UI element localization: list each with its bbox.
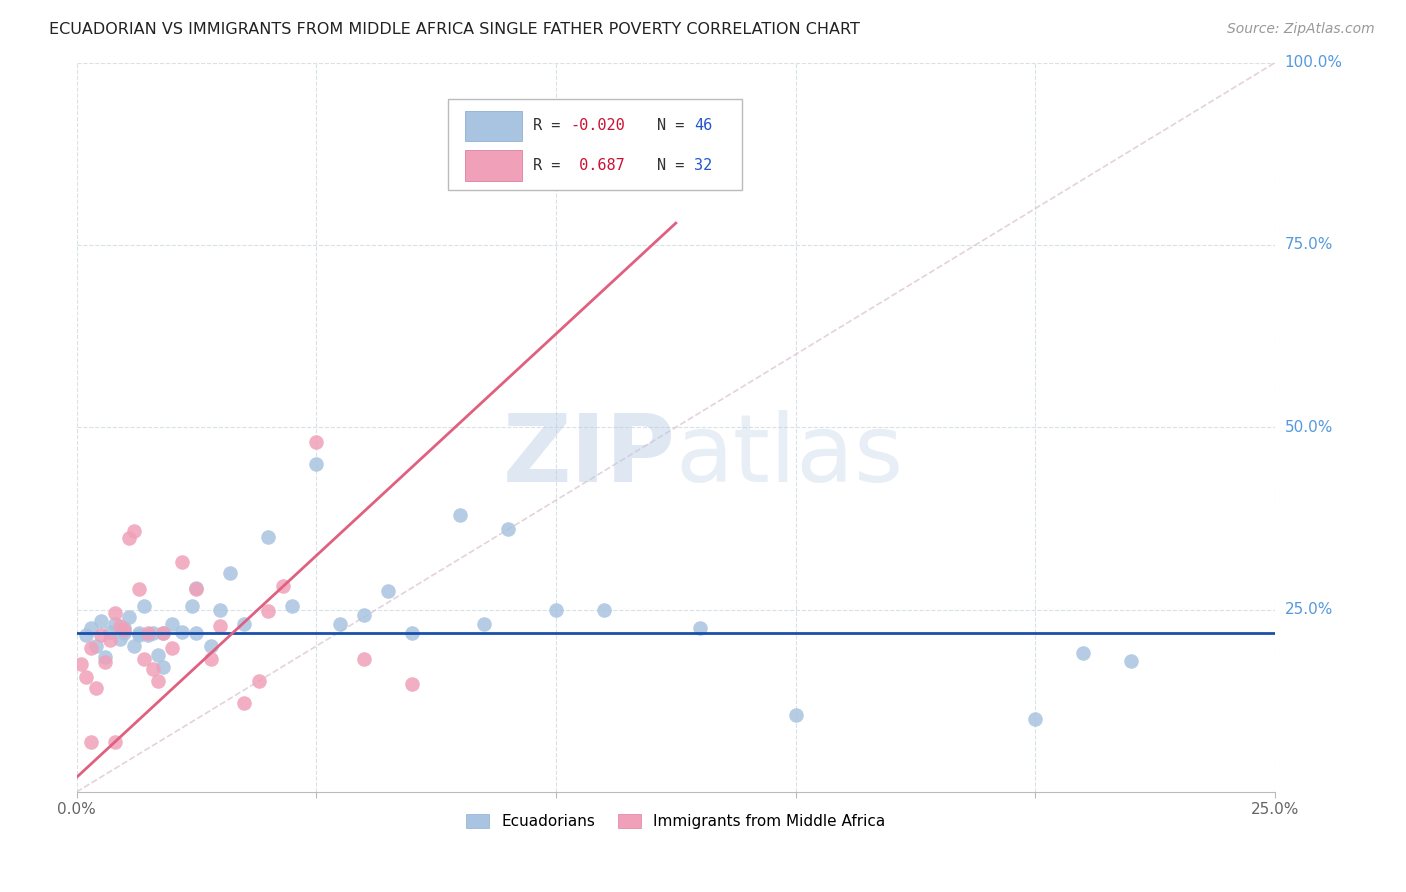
Point [104, 735, 127, 749]
Text: -0.020: -0.020 [571, 119, 626, 133]
Point [377, 584, 399, 599]
Point [233, 617, 256, 632]
Point [271, 579, 294, 593]
Point [128, 626, 150, 640]
Point [200, 639, 222, 653]
Point [186, 626, 208, 640]
Point [1024, 712, 1046, 726]
Text: 75.0%: 75.0% [1285, 237, 1333, 252]
Point [689, 621, 711, 635]
Point [75, 670, 97, 684]
Point [108, 632, 131, 646]
Point [104, 617, 127, 632]
Point [80, 735, 103, 749]
Point [132, 599, 155, 613]
Text: 25.0%: 25.0% [1285, 602, 1333, 617]
Point [94, 650, 117, 665]
Point [118, 610, 141, 624]
Point [122, 639, 145, 653]
Text: 46: 46 [693, 119, 711, 133]
Point [128, 628, 150, 642]
Point [94, 655, 117, 669]
Text: R =: R = [533, 158, 569, 173]
Point [180, 599, 202, 613]
Point [593, 602, 616, 616]
Point [152, 626, 174, 640]
Point [329, 617, 352, 632]
Legend: Ecuadorians, Immigrants from Middle Africa: Ecuadorians, Immigrants from Middle Afri… [460, 807, 891, 836]
Point [128, 582, 150, 597]
Text: 32: 32 [693, 158, 711, 173]
Point [114, 626, 136, 640]
Point [1071, 646, 1094, 660]
Point [544, 602, 567, 616]
Point [785, 708, 807, 723]
Point [142, 626, 165, 640]
Point [89, 628, 111, 642]
Point [98, 633, 121, 648]
Point [122, 524, 145, 538]
Point [152, 659, 174, 673]
Point [209, 602, 232, 616]
Point [247, 674, 270, 689]
Point [146, 674, 169, 689]
Point [472, 617, 495, 632]
Point [89, 614, 111, 628]
Point [449, 508, 471, 522]
Point [1121, 654, 1143, 668]
Text: Source: ZipAtlas.com: Source: ZipAtlas.com [1227, 22, 1375, 37]
Point [152, 626, 174, 640]
Text: ECUADORIAN VS IMMIGRANTS FROM MIDDLE AFRICA SINGLE FATHER POVERTY CORRELATION CH: ECUADORIAN VS IMMIGRANTS FROM MIDDLE AFR… [49, 22, 860, 37]
Point [70, 657, 93, 672]
Point [353, 608, 375, 623]
Text: 50.0%: 50.0% [1285, 420, 1333, 434]
Point [162, 617, 184, 632]
Point [281, 599, 304, 613]
Point [209, 618, 232, 632]
Text: N =: N = [657, 158, 693, 173]
FancyBboxPatch shape [449, 99, 742, 190]
Point [84, 681, 107, 696]
FancyBboxPatch shape [465, 151, 523, 181]
Point [305, 434, 328, 449]
Point [142, 662, 165, 676]
Point [80, 621, 103, 635]
Point [219, 566, 242, 581]
Point [186, 582, 208, 597]
Text: 0.687: 0.687 [571, 158, 626, 173]
Point [138, 628, 160, 642]
Point [401, 626, 423, 640]
Point [118, 531, 141, 545]
Point [138, 626, 160, 640]
Point [114, 623, 136, 637]
Point [108, 618, 131, 632]
Point [233, 696, 256, 710]
FancyBboxPatch shape [465, 111, 523, 141]
Point [186, 581, 208, 595]
Point [98, 624, 121, 639]
Point [353, 652, 375, 666]
Text: N =: N = [657, 119, 693, 133]
Point [104, 607, 127, 621]
Point [75, 628, 97, 642]
Point [200, 652, 222, 666]
Point [305, 457, 328, 471]
Text: 100.0%: 100.0% [1285, 55, 1343, 70]
Point [257, 604, 280, 618]
Point [170, 555, 193, 569]
Point [162, 640, 184, 655]
Text: R =: R = [533, 119, 569, 133]
Text: ZIP: ZIP [503, 410, 676, 502]
Point [257, 530, 280, 544]
Point [496, 523, 519, 537]
Point [114, 621, 136, 635]
Text: atlas: atlas [676, 410, 904, 502]
Point [170, 624, 193, 639]
Point [401, 677, 423, 691]
Point [80, 640, 103, 655]
Point [132, 652, 155, 666]
Point [84, 639, 107, 653]
Point [146, 648, 169, 662]
